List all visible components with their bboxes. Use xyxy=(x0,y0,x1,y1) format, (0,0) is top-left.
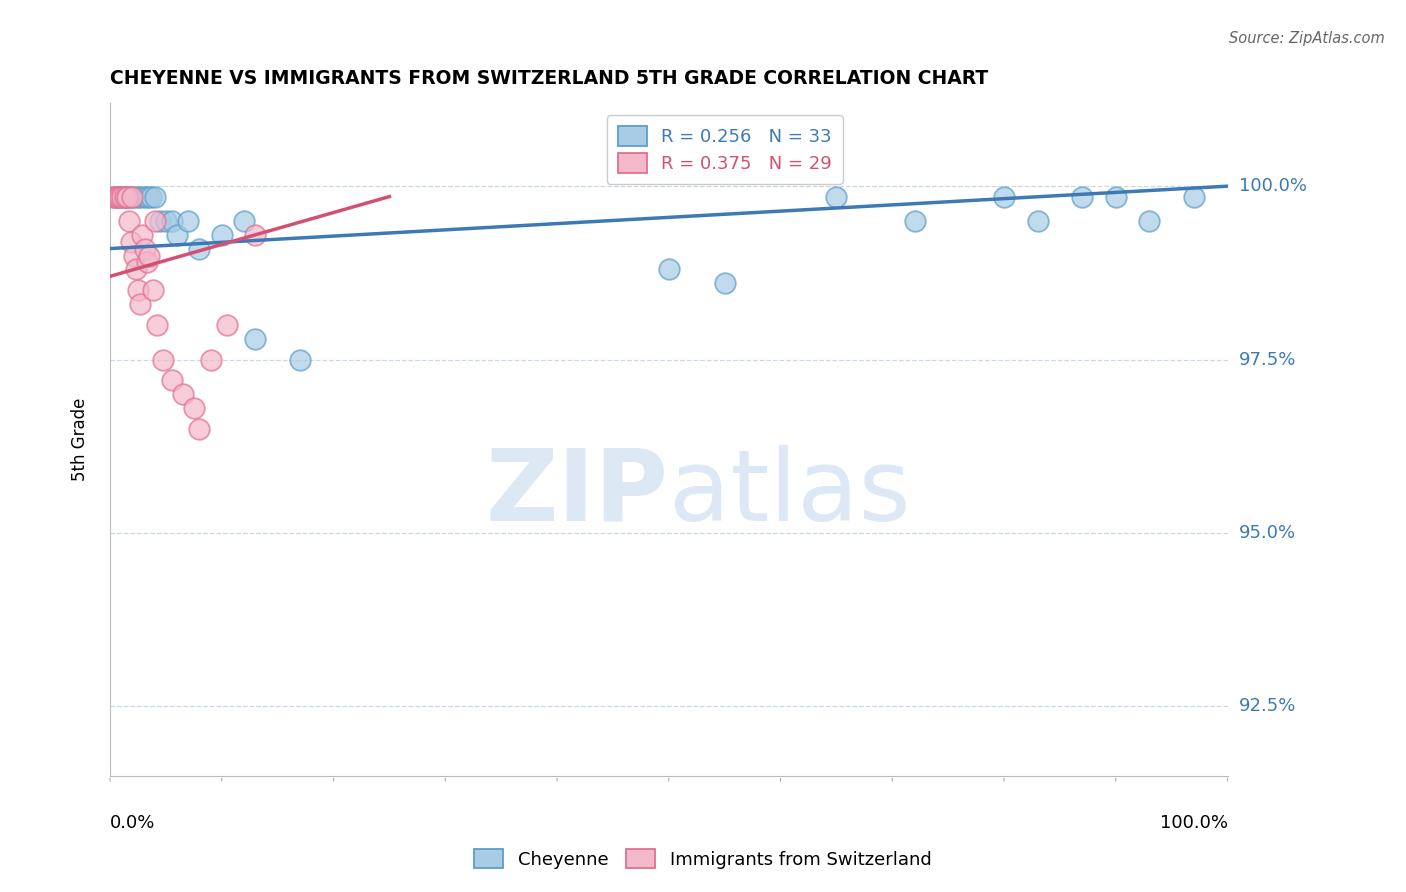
Point xyxy=(149,214,172,228)
Point xyxy=(1137,214,1160,228)
Text: CHEYENNE VS IMMIGRANTS FROM SWITZERLAND 5TH GRADE CORRELATION CHART: CHEYENNE VS IMMIGRANTS FROM SWITZERLAND … xyxy=(110,69,988,87)
Point xyxy=(177,214,200,228)
Point xyxy=(103,189,125,203)
Point xyxy=(146,318,169,332)
Text: Source: ZipAtlas.com: Source: ZipAtlas.com xyxy=(1229,31,1385,46)
Point xyxy=(114,189,136,203)
Point xyxy=(245,332,267,346)
Point xyxy=(155,214,177,228)
Point xyxy=(104,189,127,203)
Point xyxy=(127,189,149,203)
Text: 100.0%: 100.0% xyxy=(1239,178,1306,195)
Point xyxy=(125,262,148,277)
Point xyxy=(107,189,129,203)
Point xyxy=(141,189,163,203)
Point xyxy=(200,352,222,367)
Point xyxy=(183,401,205,415)
Point xyxy=(143,189,166,203)
Point xyxy=(188,242,211,256)
Point xyxy=(1182,189,1205,203)
Text: 100.0%: 100.0% xyxy=(1160,814,1227,832)
Point xyxy=(134,189,156,203)
Point xyxy=(825,189,848,203)
Point xyxy=(211,227,233,242)
Point xyxy=(160,214,183,228)
Text: atlas: atlas xyxy=(669,444,911,541)
Y-axis label: 5th Grade: 5th Grade xyxy=(72,398,89,481)
Point xyxy=(120,189,142,203)
Text: 0.0%: 0.0% xyxy=(110,814,156,832)
Point xyxy=(160,373,183,387)
Point xyxy=(658,262,681,277)
Point xyxy=(115,189,138,203)
Point xyxy=(152,352,174,367)
Legend: R = 0.256   N = 33, R = 0.375   N = 29: R = 0.256 N = 33, R = 0.375 N = 29 xyxy=(607,115,842,184)
Point xyxy=(111,189,134,203)
Point xyxy=(107,189,129,203)
Point xyxy=(217,318,239,332)
Point xyxy=(288,352,311,367)
Point xyxy=(120,235,142,249)
Point xyxy=(166,227,188,242)
Point xyxy=(103,189,125,203)
Point xyxy=(134,242,156,256)
Point xyxy=(141,283,163,297)
Point xyxy=(143,214,166,228)
Point xyxy=(136,189,159,203)
Point xyxy=(993,189,1015,203)
Text: 92.5%: 92.5% xyxy=(1239,698,1296,715)
Point xyxy=(131,227,153,242)
Point xyxy=(904,214,927,228)
Point xyxy=(188,422,211,436)
Text: 95.0%: 95.0% xyxy=(1239,524,1296,541)
Point xyxy=(117,189,139,203)
Point xyxy=(1071,189,1094,203)
Point xyxy=(131,189,153,203)
Point xyxy=(1026,214,1049,228)
Point xyxy=(114,189,136,203)
Text: ZIP: ZIP xyxy=(486,444,669,541)
Legend: Cheyenne, Immigrants from Switzerland: Cheyenne, Immigrants from Switzerland xyxy=(467,841,939,876)
Point xyxy=(713,277,735,291)
Point xyxy=(118,214,141,228)
Point xyxy=(110,189,132,203)
Point xyxy=(138,248,160,262)
Point xyxy=(129,297,152,311)
Point xyxy=(124,189,146,203)
Point xyxy=(127,283,149,297)
Point xyxy=(1105,189,1128,203)
Point xyxy=(121,189,143,203)
Point xyxy=(136,255,159,269)
Point xyxy=(108,189,131,203)
Point xyxy=(245,227,267,242)
Point xyxy=(233,214,256,228)
Point xyxy=(172,387,194,401)
Point xyxy=(122,248,145,262)
Text: 97.5%: 97.5% xyxy=(1239,351,1296,368)
